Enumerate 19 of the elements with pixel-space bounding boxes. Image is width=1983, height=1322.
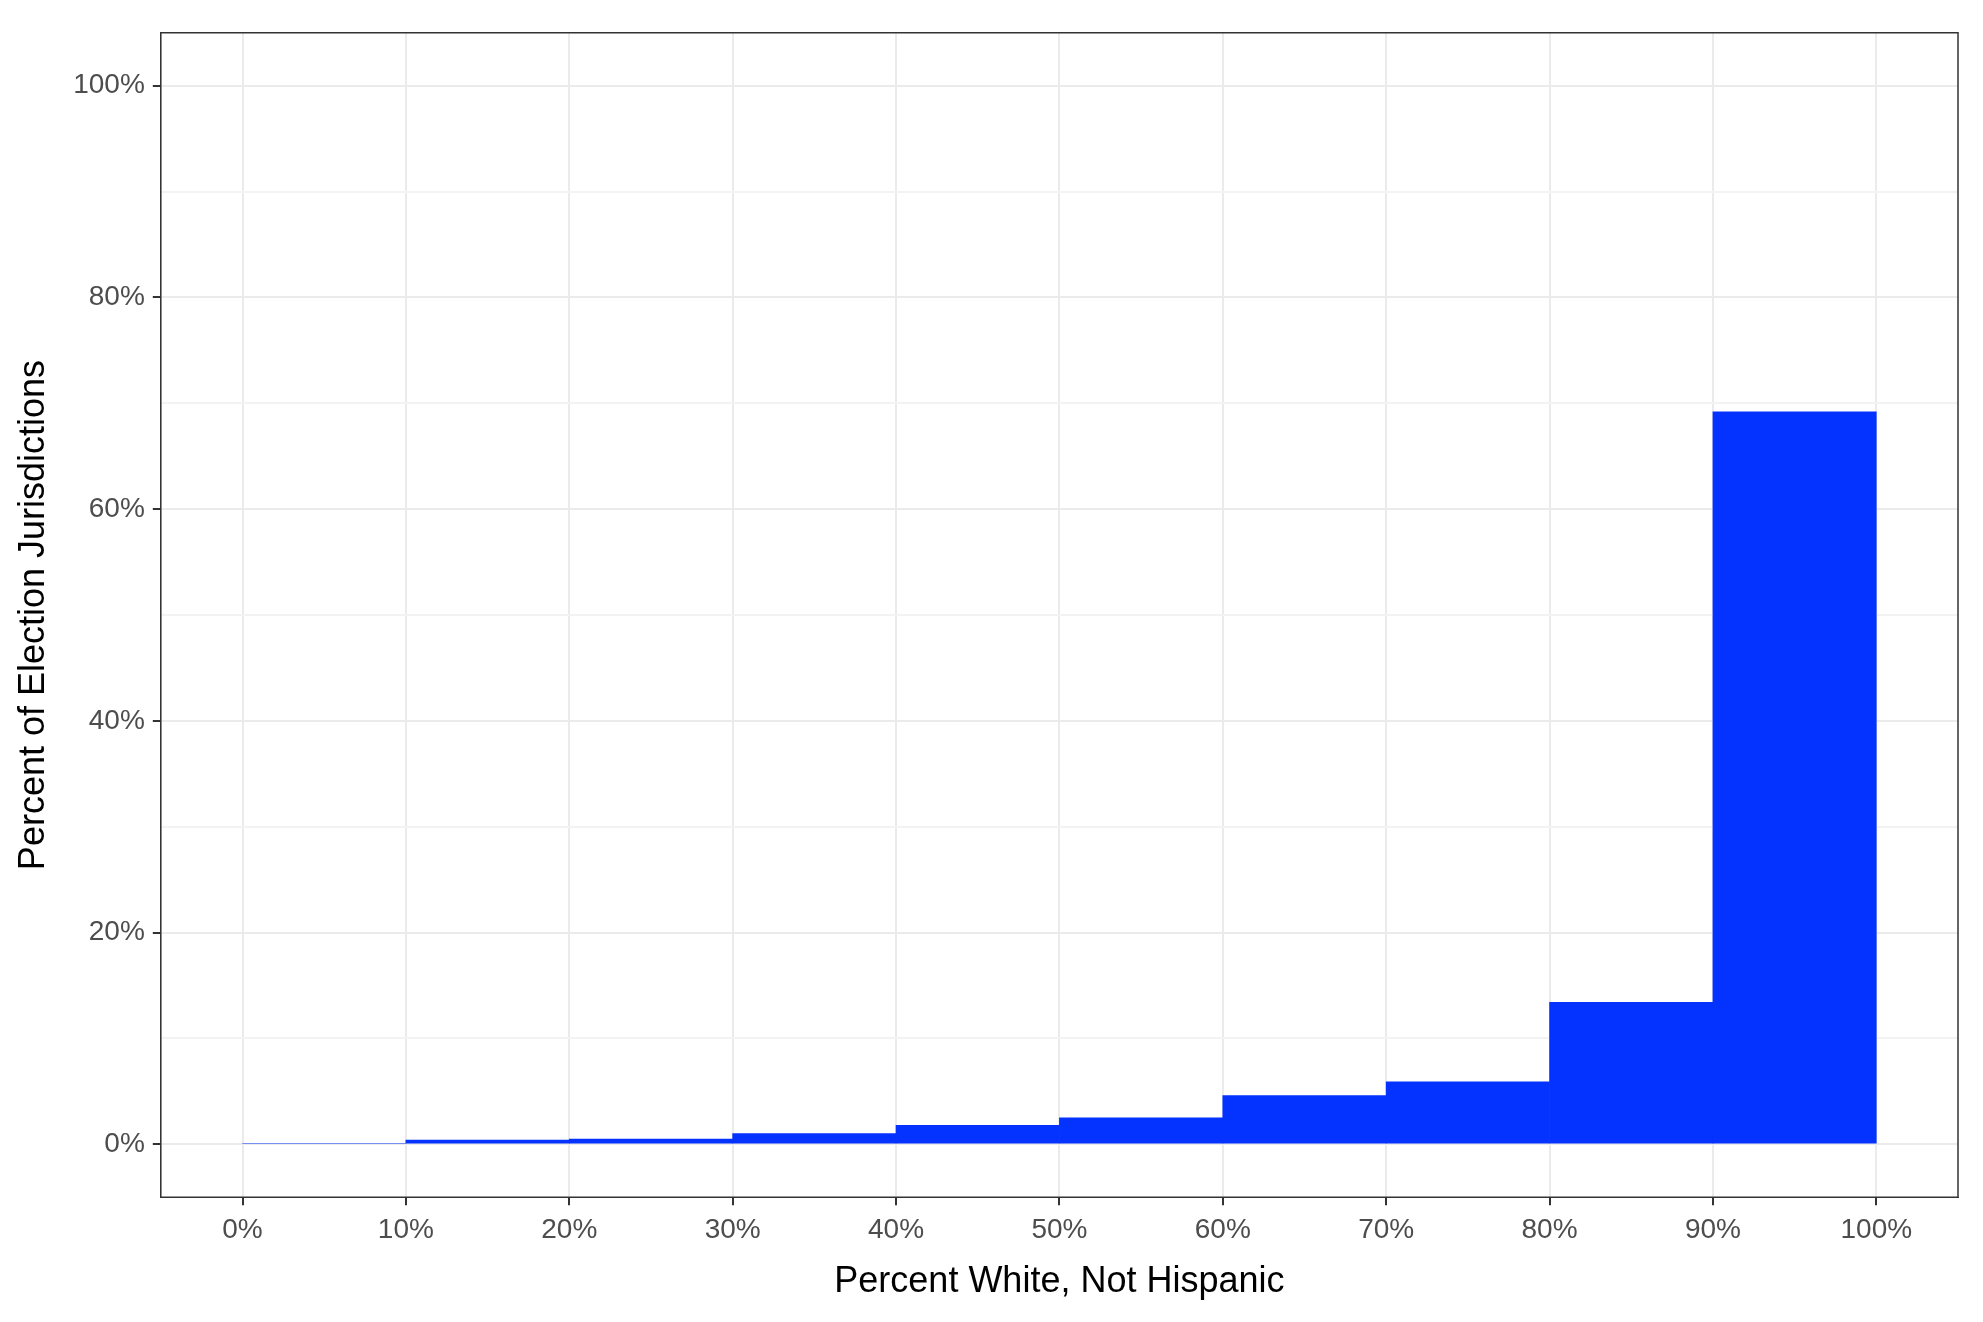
x-axis-title: Percent White, Not Hispanic xyxy=(834,1259,1285,1301)
x-tick-label: 30% xyxy=(704,1212,761,1244)
x-tick-label: 50% xyxy=(1031,1212,1088,1244)
y-axis-title: Percent of Election Jurisdictions xyxy=(10,359,52,871)
y-tick-label: 20% xyxy=(88,915,145,947)
x-tick-label: 60% xyxy=(1194,1212,1251,1244)
x-tick-label: 10% xyxy=(377,1212,434,1244)
y-tick-label: 40% xyxy=(88,703,145,735)
y-tick-label: 60% xyxy=(88,491,145,523)
x-tick-label: 0% xyxy=(222,1212,263,1244)
y-tick-label: 100% xyxy=(73,68,145,100)
x-tick-label: 70% xyxy=(1358,1212,1415,1244)
y-tick-label: 80% xyxy=(88,280,145,312)
x-tick-label: 100% xyxy=(1840,1212,1913,1244)
x-tick-label: 40% xyxy=(868,1212,925,1244)
x-tick-label: 80% xyxy=(1521,1212,1578,1244)
y-tick-label: 0% xyxy=(104,1126,145,1158)
x-tick-label: 20% xyxy=(541,1212,598,1244)
x-tick-label: 90% xyxy=(1684,1212,1741,1244)
